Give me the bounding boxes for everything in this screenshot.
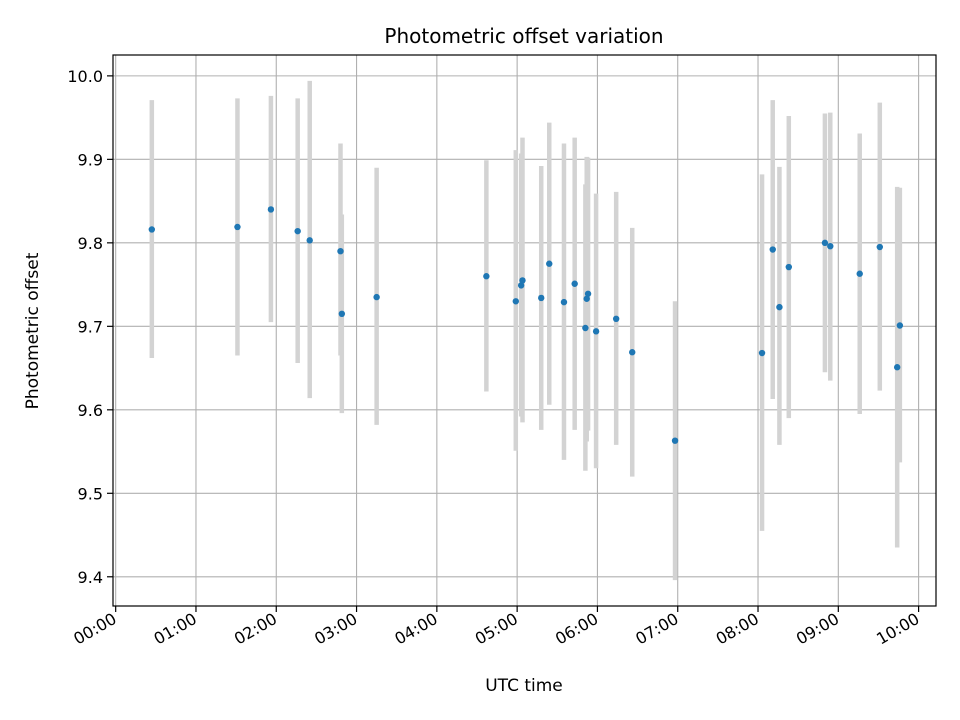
x-axis: 00:00 01:00 02:00 03:00 04:00 05:00 06:00 07:00…	[70, 606, 923, 649]
data-point	[517, 282, 525, 289]
data-point	[876, 243, 883, 251]
x-tick-label: 00:00	[70, 609, 119, 649]
y-tick-label: 9.4	[78, 568, 103, 587]
data-point	[338, 310, 346, 318]
data-point	[148, 226, 156, 233]
x-tick-label: 09:00	[793, 609, 842, 649]
x-tick-label: 05:00	[472, 609, 521, 649]
data-point	[337, 247, 344, 255]
data-point	[583, 295, 590, 302]
y-tick-label: 9.7	[78, 317, 103, 336]
point-layer	[148, 206, 904, 444]
y-tick-label: 9.9	[78, 150, 103, 169]
y-tick-label: 10.0	[67, 67, 103, 86]
errorbar-layer	[149, 80, 903, 581]
data-point	[294, 227, 301, 235]
data-point	[538, 294, 545, 302]
data-point	[776, 303, 783, 311]
data-point	[571, 280, 578, 287]
x-tick-label: 08:00	[713, 609, 762, 649]
data-point	[512, 298, 520, 305]
chart-title: Photometric offset variation	[384, 24, 663, 48]
data-point	[671, 437, 679, 444]
y-axis: 9.4 9.5 9.6 9.7 9.8 9.9 10.0	[67, 67, 113, 587]
data-point	[785, 263, 792, 271]
data-point	[546, 260, 553, 267]
x-tick-label: 10:00	[873, 609, 922, 649]
data-point	[612, 315, 620, 323]
data-point	[267, 206, 275, 213]
data-point	[560, 298, 568, 306]
x-tick-label: 01:00	[151, 609, 200, 649]
data-point	[483, 273, 490, 280]
x-tick-label: 02:00	[231, 609, 280, 649]
x-tick-label: 06:00	[552, 609, 601, 649]
data-point	[582, 324, 589, 332]
data-point	[758, 349, 766, 357]
x-axis-title: UTC time	[485, 676, 563, 696]
y-axis-title: Photometric offset	[23, 252, 43, 409]
x-tick-label: 07:00	[632, 609, 681, 649]
y-tick-label: 9.6	[78, 401, 103, 420]
x-tick-label: 03:00	[311, 609, 360, 649]
data-point	[827, 242, 834, 250]
data-point	[592, 328, 600, 335]
data-point	[629, 349, 636, 356]
x-tick-label: 04:00	[391, 609, 440, 649]
data-point	[306, 237, 313, 244]
data-point	[234, 223, 241, 231]
data-point	[896, 322, 904, 329]
data-point	[584, 290, 592, 297]
plot-frame	[112, 54, 937, 607]
data-point	[893, 364, 901, 371]
y-tick-label: 9.5	[78, 484, 103, 503]
data-point	[856, 270, 863, 277]
data-point	[373, 293, 380, 301]
data-point	[769, 246, 776, 253]
y-tick-label: 9.8	[78, 234, 103, 253]
data-point	[519, 277, 526, 284]
data-point	[821, 239, 829, 247]
